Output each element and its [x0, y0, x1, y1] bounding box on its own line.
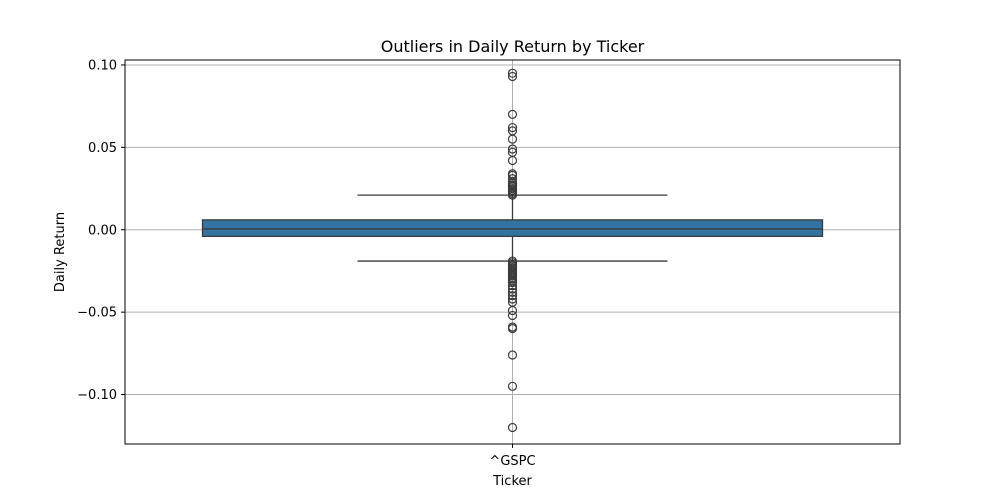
- outlier-point: [507, 291, 518, 301]
- outlier-point: [507, 350, 518, 360]
- outlier-point: [507, 287, 518, 297]
- outlier-point: [507, 294, 518, 304]
- outlier-point: [507, 144, 518, 154]
- outlier-point: [507, 305, 518, 316]
- outlier-point: [507, 68, 518, 78]
- x-axis-title: Ticker: [492, 474, 532, 489]
- outlier-point: [507, 324, 518, 334]
- x-tick-label: ^GSPC: [489, 454, 535, 469]
- outlier-point: [507, 381, 518, 391]
- outlier-point: [507, 281, 518, 291]
- outlier-point: [507, 134, 518, 144]
- iqr-box: [201, 219, 824, 237]
- box-layer: [201, 194, 824, 262]
- x-tick-layer: ^GSPC: [489, 444, 536, 469]
- y-tick-layer: −0.10 −0.05 0.00 0.05 0.10: [77, 58, 125, 403]
- y-tick-label: 0.10: [88, 58, 117, 73]
- outlier-point: [507, 190, 518, 200]
- outlier-point: [507, 277, 518, 288]
- outlier-point: [507, 155, 518, 166]
- outlier-point: [507, 109, 518, 119]
- y-tick-label: −0.10: [77, 388, 117, 403]
- outlier-point: [507, 422, 518, 433]
- outlier-point: [507, 284, 518, 294]
- outlier-layer: [507, 68, 518, 433]
- chart-title: Outliers in Daily Return by Ticker: [381, 37, 645, 56]
- outlier-point: [507, 122, 518, 133]
- y-axis-title: Daily Return: [53, 212, 68, 292]
- outlier-point: [507, 71, 518, 82]
- y-tick-label: −0.05: [77, 306, 117, 321]
- y-tick-label: 0.05: [88, 141, 117, 156]
- outlier-point: [507, 310, 518, 321]
- y-tick-label: 0.00: [88, 223, 117, 238]
